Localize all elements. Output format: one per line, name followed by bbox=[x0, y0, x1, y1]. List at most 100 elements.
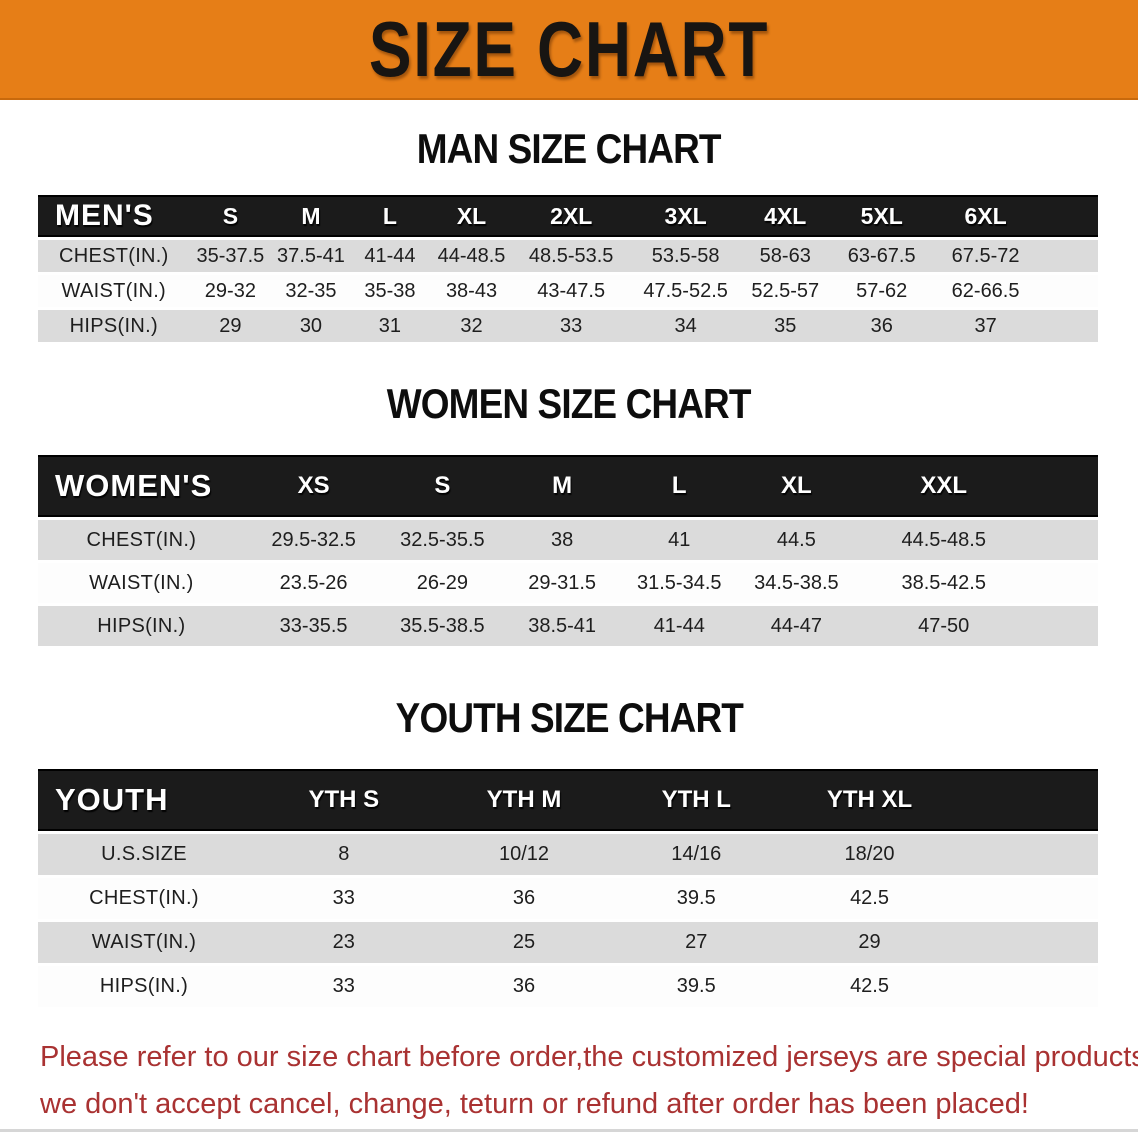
size-value-cell: 52.5-57 bbox=[742, 275, 828, 308]
row-filler-cell bbox=[1031, 606, 1098, 647]
size-value-cell: 37.5-41 bbox=[271, 240, 351, 273]
size-value-cell: 57-62 bbox=[827, 275, 936, 308]
women-size-table: WOMEN'S XS S M L XL XXL CHEST(IN.) 29.5-32.5 32.5… bbox=[38, 452, 1098, 649]
women-header-row: WOMEN'S XS S M L XL XXL bbox=[38, 455, 1098, 518]
size-value-cell: 30 bbox=[271, 310, 351, 343]
header-filler-cell bbox=[1031, 455, 1098, 518]
size-value-cell: 44.5 bbox=[736, 520, 857, 561]
row-label-cell: U.S.SIZE bbox=[38, 834, 250, 876]
size-header-4xl: 4XL bbox=[742, 195, 828, 238]
row-filler-cell bbox=[1035, 275, 1098, 308]
size-value-cell: 38 bbox=[502, 520, 623, 561]
size-value-cell: 41-44 bbox=[350, 240, 430, 273]
size-value-cell: 31.5-34.5 bbox=[622, 563, 737, 604]
women-section-heading: WOMEN SIZE CHART bbox=[0, 380, 1138, 428]
size-value-cell: 29-31.5 bbox=[502, 563, 623, 604]
size-value-cell: 44-48.5 bbox=[429, 240, 514, 273]
size-value-cell: 42.5 bbox=[782, 966, 957, 1008]
size-value-cell: 33-35.5 bbox=[244, 606, 383, 647]
size-value-cell: 10/12 bbox=[437, 834, 611, 876]
men-section-heading-text: MAN SIZE CHART bbox=[417, 125, 722, 172]
size-header-6xl: 6XL bbox=[935, 195, 1036, 238]
size-value-cell: 29.5-32.5 bbox=[244, 520, 383, 561]
men-size-table: MEN'S S M L XL 2XL 3XL 4XL 5XL 6XL CHEST(IN.) 35-37… bbox=[38, 192, 1098, 345]
size-header-2xl: 2XL bbox=[513, 195, 629, 238]
row-filler-cell bbox=[1035, 240, 1098, 273]
men-size-section: MAN SIZE CHART MEN'S S M L XL 2XL 3XL 4XL 5XL 6XL… bbox=[0, 125, 1138, 345]
size-value-cell: 35 bbox=[742, 310, 828, 343]
youth-row-hips-in: HIPS(IN.) 33 36 39.5 42.5 bbox=[38, 966, 1098, 1008]
size-value-cell: 33 bbox=[250, 966, 438, 1008]
size-value-cell: 53.5-58 bbox=[628, 240, 743, 273]
size-value-cell: 36 bbox=[827, 310, 936, 343]
size-header-xl: XL bbox=[736, 455, 857, 518]
size-value-cell: 39.5 bbox=[610, 966, 783, 1008]
size-header-l: L bbox=[350, 195, 430, 238]
size-value-cell: 27 bbox=[610, 922, 783, 964]
size-value-cell: 14/16 bbox=[610, 834, 783, 876]
size-header-5xl: 5XL bbox=[827, 195, 936, 238]
youth-row-chest-in: CHEST(IN.) 33 36 39.5 42.5 bbox=[38, 878, 1098, 920]
size-value-cell: 62-66.5 bbox=[935, 275, 1036, 308]
row-filler-cell bbox=[956, 922, 1098, 964]
size-header-yth-s: YTH S bbox=[250, 769, 438, 832]
size-value-cell: 34 bbox=[628, 310, 743, 343]
size-value-cell: 39.5 bbox=[610, 878, 783, 920]
disclaimer-line-1: Please refer to our size chart before or… bbox=[40, 1041, 1138, 1074]
size-header-s: S bbox=[189, 195, 272, 238]
youth-table-label: YOUTH bbox=[38, 769, 250, 832]
women-row-hips-in: HIPS(IN.) 33-35.5 35.5-38.5 38.5-41 41-44 44-… bbox=[38, 606, 1098, 647]
size-value-cell: 35.5-38.5 bbox=[382, 606, 503, 647]
size-value-cell: 63-67.5 bbox=[827, 240, 936, 273]
youth-row-u-s-size: U.S.SIZE 8 10/12 14/16 18/20 bbox=[38, 834, 1098, 876]
row-filler-cell bbox=[956, 966, 1098, 1008]
size-header-m: M bbox=[271, 195, 351, 238]
header-filler-cell bbox=[1035, 195, 1098, 238]
men-header-row: MEN'S S M L XL 2XL 3XL 4XL 5XL 6XL bbox=[38, 195, 1098, 238]
row-label-cell: CHEST(IN.) bbox=[38, 520, 245, 561]
size-value-cell: 41 bbox=[622, 520, 737, 561]
size-header-yth-m: YTH M bbox=[437, 769, 611, 832]
row-filler-cell bbox=[956, 834, 1098, 876]
youth-header-row: YOUTH YTH S YTH M YTH L YTH XL bbox=[38, 769, 1098, 832]
row-label-cell: WAIST(IN.) bbox=[38, 922, 250, 964]
size-header-m: M bbox=[502, 455, 623, 518]
size-value-cell: 43-47.5 bbox=[513, 275, 629, 308]
size-header-yth-l: YTH L bbox=[610, 769, 783, 832]
size-header-yth-xl: YTH XL bbox=[782, 769, 957, 832]
men-row-hips-in: HIPS(IN.) 29 30 31 32 33 34 35 36 37 bbox=[38, 310, 1098, 343]
disclaimer-line-2: we don't accept cancel, change, teturn o… bbox=[40, 1087, 1029, 1120]
youth-row-waist-in: WAIST(IN.) 23 25 27 29 bbox=[38, 922, 1098, 964]
size-value-cell: 42.5 bbox=[782, 878, 957, 920]
size-header-xl: XL bbox=[429, 195, 514, 238]
banner-title: SIZE CHART bbox=[368, 4, 770, 93]
disclaimer: Please refer to our size chart before or… bbox=[0, 1034, 1138, 1127]
row-label-cell: CHEST(IN.) bbox=[38, 878, 250, 920]
image-bottom-edge bbox=[0, 1129, 1138, 1132]
size-value-cell: 29 bbox=[782, 922, 957, 964]
youth-section-heading: YOUTH SIZE CHART bbox=[0, 696, 1138, 740]
size-value-cell: 33 bbox=[513, 310, 629, 343]
women-section-heading-text: WOMEN SIZE CHART bbox=[387, 380, 752, 428]
size-header-s: S bbox=[382, 455, 503, 518]
size-value-cell: 18/20 bbox=[782, 834, 957, 876]
size-chart-banner: SIZE CHART bbox=[0, 0, 1138, 100]
size-value-cell: 32-35 bbox=[271, 275, 351, 308]
men-row-waist-in: WAIST(IN.) 29-32 32-35 35-38 38-43 43-47.5 47.… bbox=[38, 275, 1098, 308]
size-value-cell: 38.5-42.5 bbox=[856, 563, 1032, 604]
men-section-heading: MAN SIZE CHART bbox=[0, 125, 1138, 172]
size-value-cell: 47.5-52.5 bbox=[628, 275, 743, 308]
size-value-cell: 38.5-41 bbox=[502, 606, 623, 647]
size-value-cell: 26-29 bbox=[382, 563, 503, 604]
size-value-cell: 23.5-26 bbox=[244, 563, 383, 604]
row-filler-cell bbox=[956, 878, 1098, 920]
size-value-cell: 34.5-38.5 bbox=[736, 563, 857, 604]
size-value-cell: 44-47 bbox=[736, 606, 857, 647]
men-table-label: MEN'S bbox=[38, 195, 190, 238]
size-value-cell: 29 bbox=[189, 310, 272, 343]
size-value-cell: 41-44 bbox=[622, 606, 737, 647]
row-filler-cell bbox=[1031, 520, 1098, 561]
size-value-cell: 38-43 bbox=[429, 275, 514, 308]
size-header-xs: XS bbox=[244, 455, 383, 518]
size-value-cell: 32 bbox=[429, 310, 514, 343]
